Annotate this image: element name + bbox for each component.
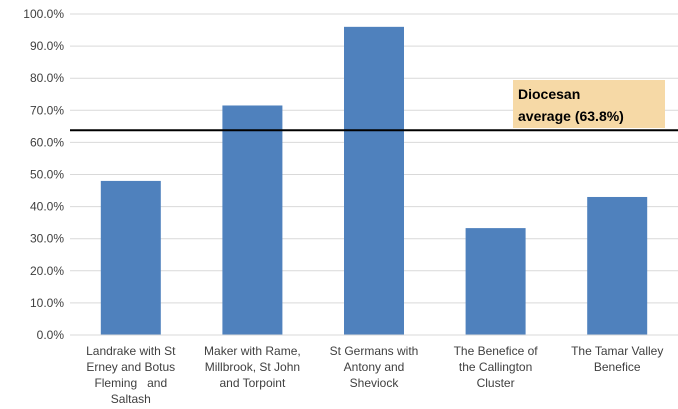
- y-tick-label: 40.0%: [30, 200, 64, 214]
- y-tick-label: 80.0%: [30, 71, 64, 85]
- category-label-line: Saltash: [111, 392, 151, 406]
- category-label-line: Antony and: [344, 360, 405, 374]
- y-tick-label: 50.0%: [30, 168, 64, 182]
- category-label: Landrake with St Erney and Botus Fleming a…: [86, 344, 176, 406]
- category-label-line: the Callington: [459, 360, 532, 374]
- category-label-line: Landrake with St: [86, 344, 176, 358]
- y-tick-label: 90.0%: [30, 39, 64, 53]
- annotation-line-2: average (63.8%): [518, 108, 624, 124]
- y-axis-tick-labels: 0.0% 10.0% 20.0% 30.0% 40.0% 50.0% 60.0% 70.0% 8…: [23, 7, 64, 342]
- annotation-line-1: Diocesan: [518, 86, 580, 102]
- category-label-line: Fleming and: [94, 376, 167, 390]
- y-tick-label: 10.0%: [30, 296, 64, 310]
- category-label-line: Cluster: [477, 376, 515, 390]
- category-label-line: The Benefice of: [454, 344, 539, 358]
- y-tick-label: 60.0%: [30, 135, 64, 149]
- y-tick-label: 100.0%: [23, 7, 64, 21]
- bar: [344, 26, 404, 336]
- y-tick-label: 0.0%: [37, 328, 65, 342]
- bar: [587, 196, 648, 335]
- category-label-line: Maker with Rame,: [204, 344, 301, 358]
- category-label-line: St Germans with: [330, 344, 419, 358]
- category-label: Maker with Rame, Millbrook, St John and To…: [204, 344, 301, 390]
- bar: [222, 105, 283, 335]
- category-label-line: The Tamar Valley: [571, 344, 663, 358]
- bar: [100, 180, 161, 335]
- category-label: The Benefice of the Callington Cluster: [454, 344, 539, 390]
- annotation-background: [513, 80, 665, 128]
- bars: [100, 26, 648, 336]
- category-label-line: Sheviock: [350, 376, 400, 390]
- category-label-line: Millbrook, St John: [205, 360, 300, 374]
- category-label-line: and Torpoint: [219, 376, 285, 390]
- diocesan-average-annotation: Diocesan average (63.8%): [513, 80, 665, 128]
- y-tick-label: 20.0%: [30, 264, 64, 278]
- bar: [465, 228, 526, 335]
- category-label-line: Benefice: [594, 360, 641, 374]
- category-label: St Germans with Antony and Sheviock: [330, 344, 419, 390]
- category-label-line: Erney and Botus: [86, 360, 175, 374]
- x-axis-category-labels: Landrake with St Erney and Botus Fleming a…: [86, 344, 663, 406]
- y-tick-label: 70.0%: [30, 103, 64, 117]
- category-label: The Tamar Valley Benefice: [571, 344, 663, 374]
- y-tick-label: 30.0%: [30, 232, 64, 246]
